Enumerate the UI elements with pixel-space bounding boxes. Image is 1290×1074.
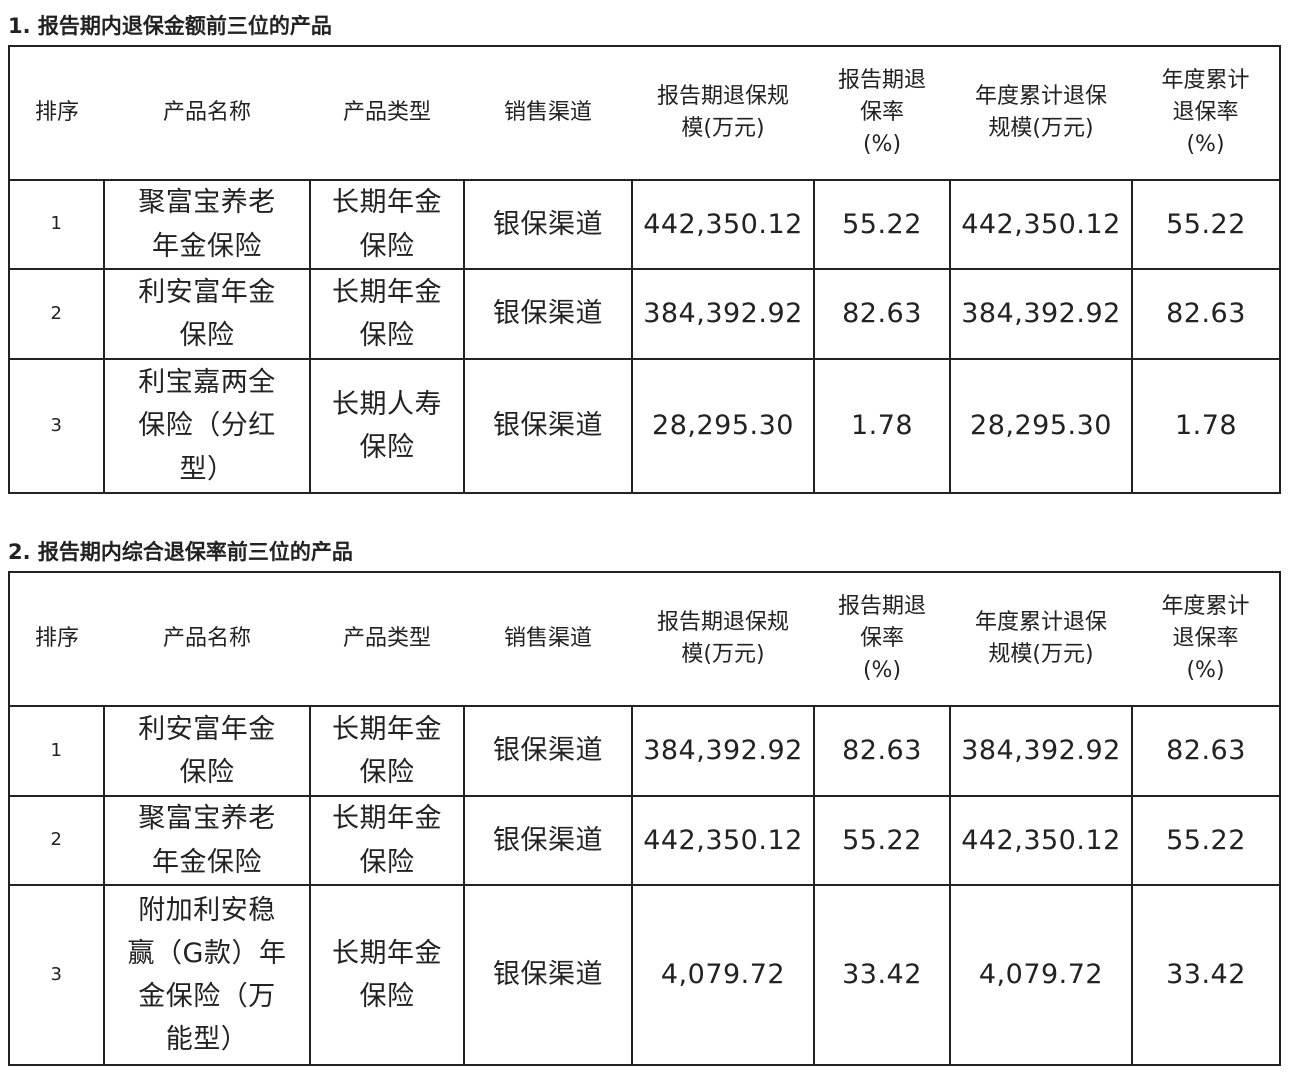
header-ytd-surrender-amount: 年度累计退保 规模(万元)	[974, 610, 1107, 667]
header-product-type: 产品类型	[342, 100, 431, 126]
header-rank: 排序	[34, 100, 79, 126]
header-period-surrender-rate: 报告期退 保率 (%)	[837, 594, 926, 683]
header-ytd-surrender-amount: 年度累计退保 规模(万元)	[974, 84, 1107, 141]
cell-sales-channel: 银保渠道	[463, 795, 633, 886]
cell-product-type: 长期年金 保险	[309, 795, 465, 886]
cell-sales-channel: 银保渠道	[463, 705, 633, 797]
cell-rank: 1	[8, 179, 105, 270]
cell-sales-channel: 银保渠道	[463, 268, 633, 360]
cell-sales-channel: 银保渠道	[463, 179, 633, 270]
cell-ytd-surrender-rate: 33.42	[1131, 884, 1281, 1066]
header-period-surrender-amount: 报告期退保规 模(万元)	[656, 610, 789, 667]
cell-period-surrender-rate: 55.22	[813, 179, 951, 270]
cell-ytd-surrender-amount: 384,392.92	[949, 268, 1133, 360]
header-ytd-surrender-rate: 年度累计 退保率 (%)	[1161, 594, 1250, 683]
cell-rank: 2	[8, 268, 105, 360]
cell-ytd-surrender-amount: 384,392.92	[949, 705, 1133, 797]
cell-period-surrender-rate: 33.42	[813, 884, 951, 1066]
cell-period-surrender-amount: 384,392.92	[631, 705, 815, 797]
header-sales-channel: 销售渠道	[503, 100, 592, 126]
cell-period-surrender-rate: 55.22	[813, 795, 951, 886]
cell-ytd-surrender-amount: 28,295.30	[949, 358, 1133, 494]
cell-product-name: 利安富年金 保险	[103, 705, 311, 797]
cell-period-surrender-amount: 442,350.12	[631, 795, 815, 886]
cell-ytd-surrender-amount: 4,079.72	[949, 884, 1133, 1066]
header-rank: 排序	[34, 626, 79, 652]
cell-ytd-surrender-amount: 442,350.12	[949, 795, 1133, 886]
table-top-surrender-amount: 排序 产品名称 产品类型 销售渠道 报告期退保规 模(万元) 报告期退 保率 (%) 年度累…	[8, 45, 1281, 494]
cell-ytd-surrender-rate: 82.63	[1131, 705, 1281, 797]
header-sales-channel: 销售渠道	[503, 626, 592, 652]
cell-product-name: 利宝嘉两全 保险（分红 型）	[103, 358, 311, 494]
header-row: 排序 产品名称 产品类型 销售渠道 报告期退保规 模(万元) 报告期退 保率 (%) 年度累…	[9, 572, 1280, 706]
cell-product-name: 附加利安稳 赢（G款）年 金保险（万 能型）	[103, 884, 311, 1066]
cell-product-name: 聚富宝养老 年金保险	[103, 179, 311, 270]
table-row: 2 利安富年金 保险 长期年金 保险 银保渠道 384,392.92 82.63 384,3…	[8, 268, 1281, 360]
cell-ytd-surrender-rate: 1.78	[1131, 358, 1281, 494]
cell-ytd-surrender-rate: 82.63	[1131, 268, 1281, 360]
cell-product-name: 聚富宝养老 年金保险	[103, 795, 311, 886]
table-row: 1 聚富宝养老 年金保险 长期年金 保险 银保渠道 442,350.12 55.22 442…	[8, 179, 1281, 270]
table-row: 3 利宝嘉两全 保险（分红 型） 长期人寿 保险 银保渠道 28,295.30 1.78 2…	[8, 358, 1281, 494]
cell-period-surrender-amount: 28,295.30	[631, 358, 815, 494]
table-1-title: 1. 报告期内退保金额前三位的产品	[8, 14, 332, 38]
table-row: 2 聚富宝养老 年金保险 长期年金 保险 银保渠道 442,350.12 55.22 442…	[8, 795, 1281, 886]
cell-product-type: 长期人寿 保险	[309, 358, 465, 494]
header-period-surrender-amount: 报告期退保规 模(万元)	[656, 84, 789, 141]
cell-product-name: 利安富年金 保险	[103, 268, 311, 360]
header-row: 排序 产品名称 产品类型 销售渠道 报告期退保规 模(万元) 报告期退 保率 (%) 年度累…	[9, 46, 1280, 180]
cell-sales-channel: 银保渠道	[463, 884, 633, 1066]
cell-product-type: 长期年金 保险	[309, 705, 465, 797]
cell-product-type: 长期年金 保险	[309, 268, 465, 360]
cell-rank: 3	[8, 884, 105, 1066]
table-top-surrender-rate: 排序 产品名称 产品类型 销售渠道 报告期退保规 模(万元) 报告期退 保率 (%) 年度累…	[8, 571, 1281, 1066]
cell-period-surrender-rate: 1.78	[813, 358, 951, 494]
header-period-surrender-rate: 报告期退 保率 (%)	[837, 68, 926, 157]
cell-period-surrender-rate: 82.63	[813, 268, 951, 360]
cell-sales-channel: 银保渠道	[463, 358, 633, 494]
cell-ytd-surrender-rate: 55.22	[1131, 179, 1281, 270]
header-ytd-surrender-rate: 年度累计 退保率 (%)	[1161, 68, 1250, 157]
cell-ytd-surrender-rate: 55.22	[1131, 795, 1281, 886]
cell-rank: 2	[8, 795, 105, 886]
cell-period-surrender-amount: 4,079.72	[631, 884, 815, 1066]
header-product-name: 产品名称	[162, 100, 251, 126]
table-row: 3 附加利安稳 赢（G款）年 金保险（万 能型） 长期年金 保险 银保渠道 4,079.…	[8, 884, 1281, 1066]
cell-period-surrender-rate: 82.63	[813, 705, 951, 797]
cell-period-surrender-amount: 442,350.12	[631, 179, 815, 270]
cell-product-type: 长期年金 保险	[309, 179, 465, 270]
cell-rank: 1	[8, 705, 105, 797]
cell-period-surrender-amount: 384,392.92	[631, 268, 815, 360]
cell-ytd-surrender-amount: 442,350.12	[949, 179, 1133, 270]
header-product-name: 产品名称	[162, 626, 251, 652]
cell-product-type: 长期年金 保险	[309, 884, 465, 1066]
header-product-type: 产品类型	[342, 626, 431, 652]
table-row: 1 利安富年金 保险 长期年金 保险 银保渠道 384,392.92 82.63 384,3…	[8, 705, 1281, 797]
table-2-title: 2. 报告期内综合退保率前三位的产品	[8, 540, 353, 564]
cell-rank: 3	[8, 358, 105, 494]
